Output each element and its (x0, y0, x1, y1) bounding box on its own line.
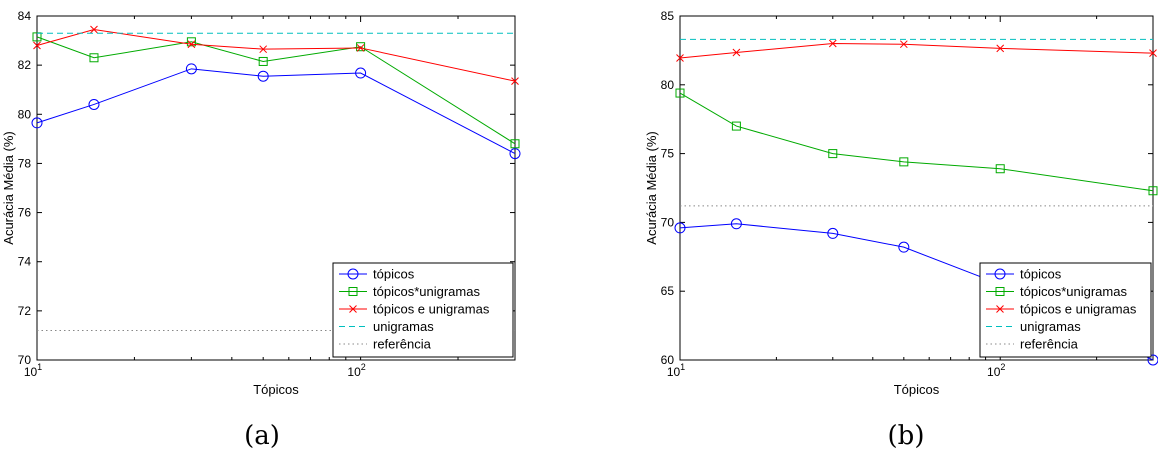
legend-label: tópicos (1020, 267, 1062, 282)
legend-marker (349, 305, 357, 313)
series-2 (675, 88, 1158, 196)
data-point (827, 227, 839, 239)
y-axis-title: Acurácia Média (%) (1, 131, 16, 244)
data-point (996, 44, 1005, 53)
data-point (89, 53, 99, 63)
y-tick-label: 76 (18, 206, 32, 220)
data-point (257, 70, 269, 82)
y-tick-label: 80 (18, 107, 32, 121)
data-point (185, 63, 197, 75)
y-tick-label: 70 (18, 353, 32, 367)
plot-area-frame (36, 15, 516, 361)
x-axis-title: Tópicos (894, 382, 940, 397)
data-point (899, 40, 908, 49)
panel-caption: (a) (244, 421, 280, 451)
x-axis-title: Tópicos (253, 382, 299, 397)
data-point (31, 117, 43, 129)
series-2 (32, 32, 520, 149)
data-point (1149, 49, 1157, 58)
y-tick-label: 78 (18, 156, 32, 170)
data-point (356, 44, 365, 52)
data-point (186, 37, 196, 47)
legend-box (332, 262, 514, 358)
legend-label: tópicos e unigramas (373, 302, 490, 317)
x-tick-label: 101 (667, 362, 685, 379)
legend-label: tópicos e unigramas (1020, 302, 1137, 317)
legend-box (979, 262, 1152, 358)
data-point (730, 218, 742, 230)
panel-caption: (b) (888, 421, 925, 451)
legend-label: unigramas (373, 319, 434, 334)
series-line (36, 29, 516, 82)
plot-area-frame (679, 15, 1154, 361)
y-axis-title: Acurácia Média (%) (644, 131, 659, 244)
series-line (36, 36, 516, 145)
legend: tópicos tópicos*unigramas tópicos e unigra… (332, 262, 514, 358)
series-line (679, 43, 1154, 59)
legend-marker (995, 287, 1005, 296)
legend-marker (996, 305, 1004, 313)
series-1 (31, 63, 521, 160)
legend-label: tópicos*unigramas (373, 284, 480, 299)
legend-label: referência (1020, 337, 1079, 352)
chart-panel-1: 70 72 74 76 78 80 82 84 101 102 Tópicos Acurácia Mé… (1, 9, 521, 451)
data-point (731, 121, 741, 131)
data-point (509, 148, 521, 160)
data-point (88, 98, 100, 110)
y-tick-label: 84 (18, 9, 32, 23)
y-tick-label: 74 (18, 255, 32, 269)
data-point (898, 241, 910, 253)
data-point (356, 42, 366, 52)
series-line (679, 92, 1154, 192)
y-tick-label: 72 (18, 304, 32, 318)
data-point (732, 48, 741, 57)
y-tick-label: 82 (18, 58, 32, 72)
data-point (676, 54, 684, 62)
data-point (674, 222, 686, 234)
y-tick-label: 70 (661, 215, 675, 229)
series-line (36, 68, 516, 155)
data-point (258, 56, 268, 66)
data-point (1148, 186, 1158, 196)
data-point (995, 164, 1005, 174)
series-3 (676, 39, 1157, 62)
data-point (33, 41, 41, 50)
legend-marker (348, 287, 358, 296)
x-tick-label: 102 (347, 362, 365, 379)
legend-marker (347, 268, 359, 280)
data-point (828, 39, 837, 48)
data-point (259, 45, 268, 54)
series-3 (33, 25, 519, 85)
data-point (899, 157, 909, 167)
legend-marker (994, 268, 1006, 280)
legend: tópicos tópicos*unigramas tópicos e unigra… (979, 262, 1152, 358)
data-point (675, 88, 685, 98)
legend-label: tópicos (373, 267, 415, 282)
data-point (1147, 354, 1158, 366)
legend-label: unigramas (1020, 319, 1081, 334)
data-point (355, 67, 367, 79)
y-tick-label: 80 (661, 78, 675, 92)
data-point (90, 25, 98, 34)
data-point (187, 40, 196, 49)
data-point (510, 139, 520, 149)
data-point (828, 149, 838, 159)
data-point (511, 77, 519, 85)
x-tick-label: 101 (24, 362, 42, 379)
legend-label: tópicos*unigramas (1020, 284, 1127, 299)
x-tick-label: 102 (987, 362, 1005, 379)
y-tick-label: 85 (661, 9, 675, 23)
y-tick-label: 75 (661, 147, 675, 161)
chart-panel-2: 60 65 70 75 80 85 101 102 Tópicos Acurácia Média … (644, 9, 1158, 451)
y-tick-label: 60 (661, 353, 675, 367)
y-tick-label: 65 (661, 284, 675, 298)
legend-label: referência (373, 337, 432, 352)
